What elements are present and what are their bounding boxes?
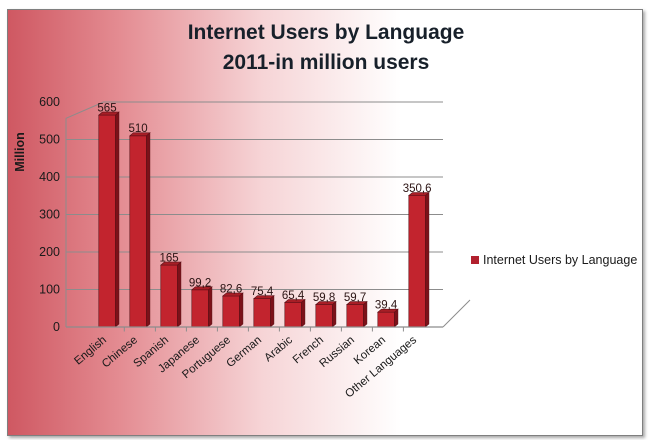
svg-text:German: German	[224, 334, 264, 370]
svg-text:300: 300	[39, 208, 60, 222]
svg-text:400: 400	[39, 170, 60, 184]
svg-text:82,6: 82,6	[220, 284, 242, 296]
svg-text:200: 200	[39, 245, 60, 259]
svg-text:500: 500	[39, 133, 60, 147]
svg-text:565: 565	[97, 103, 116, 115]
svg-text:39,4: 39,4	[375, 300, 398, 312]
svg-text:600: 600	[39, 95, 60, 109]
svg-text:65,4: 65,4	[282, 290, 305, 302]
svg-text:350,6: 350,6	[403, 183, 432, 195]
svg-text:59,8: 59,8	[313, 292, 335, 304]
svg-text:510: 510	[129, 123, 148, 135]
svg-text:165: 165	[160, 253, 179, 265]
svg-text:100: 100	[39, 283, 60, 297]
svg-text:99,2: 99,2	[189, 277, 211, 289]
svg-text:0: 0	[53, 320, 60, 334]
svg-text:Arabic: Arabic	[262, 334, 295, 364]
svg-text:Russian: Russian	[317, 334, 357, 370]
svg-text:75,4: 75,4	[251, 286, 274, 298]
svg-text:59,7: 59,7	[344, 292, 366, 304]
svg-text:Million: Million	[13, 132, 27, 172]
